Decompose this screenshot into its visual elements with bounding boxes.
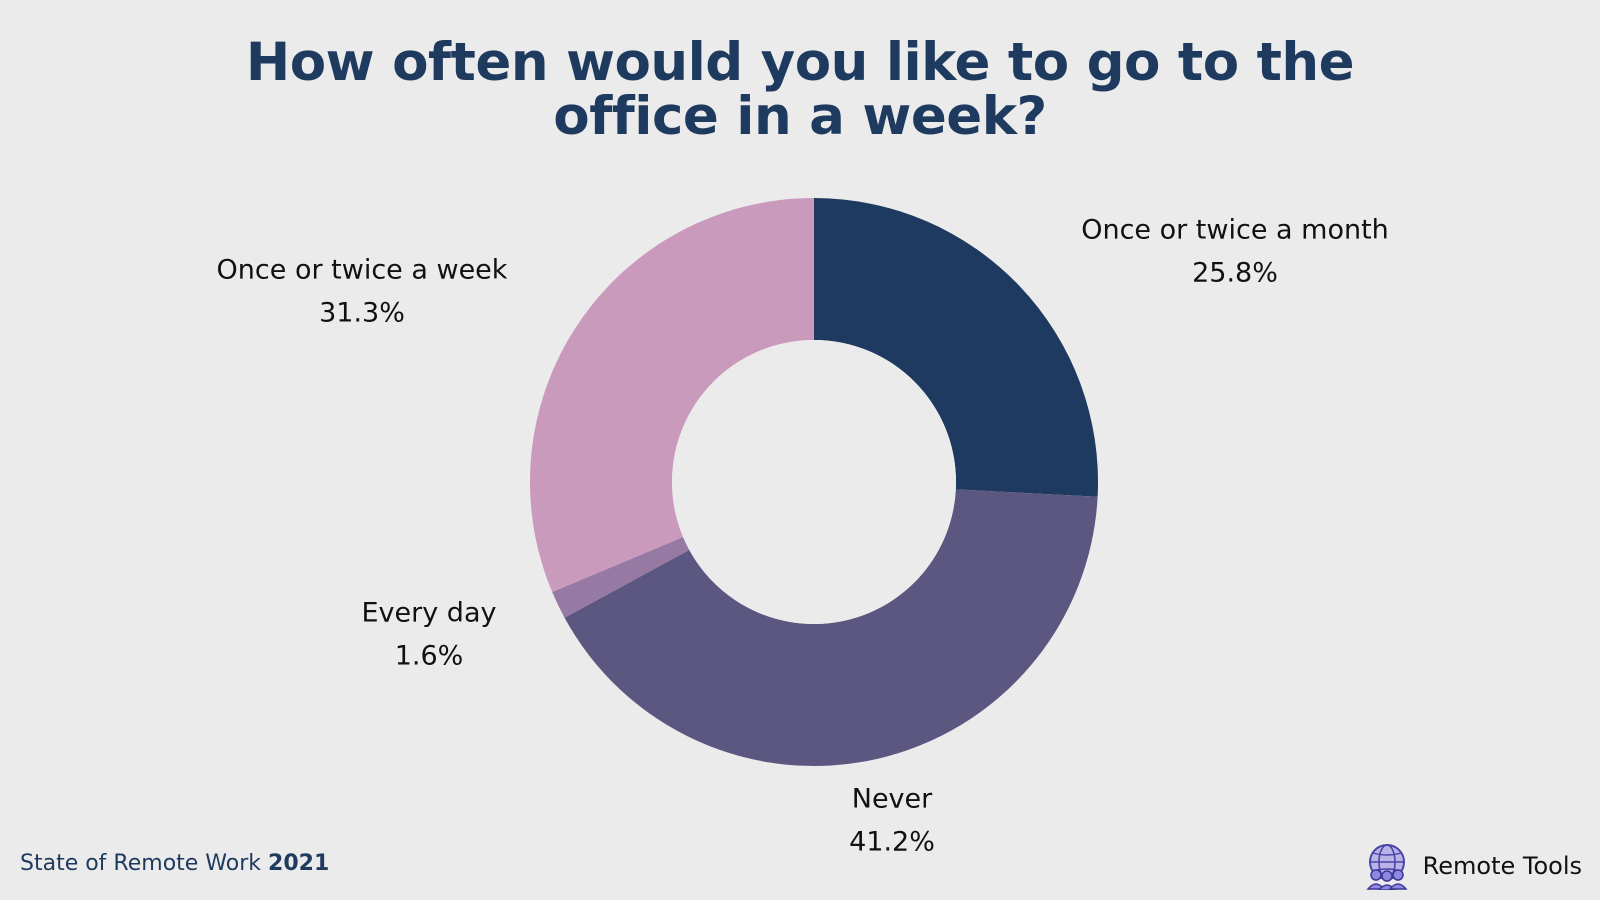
slice-label-once-or-twice-a-week: Once or twice a week <box>217 255 508 286</box>
slice-label-every-day: Every day <box>362 598 497 629</box>
source-footer: State of Remote Work 2021 <box>20 851 329 876</box>
donut-slice-never <box>564 489 1098 766</box>
slice-value-never: 41.2% <box>849 827 935 858</box>
chart-title: How often would you like to go to the of… <box>0 36 1600 144</box>
slice-label-once-or-twice-a-month: Once or twice a month <box>1081 215 1389 246</box>
slice-label-never: Never <box>852 784 933 815</box>
slice-value-once-or-twice-a-week: 31.3% <box>319 298 405 329</box>
donut-slice-once-or-twice-a-week <box>530 198 814 593</box>
donut-hole <box>672 340 956 624</box>
donut-slice-every-day <box>552 537 690 618</box>
slice-value-every-day: 1.6% <box>395 641 464 672</box>
donut-slice-once-or-twice-a-month <box>814 198 1099 497</box>
chart-title-line-1: How often would you like to go to the <box>245 32 1355 93</box>
brand-mark: Remote Tools <box>1363 842 1582 890</box>
brand-name: Remote Tools <box>1422 852 1582 880</box>
source-year: 2021 <box>268 851 330 876</box>
donut-slices <box>530 198 1099 766</box>
source-text: State of Remote Work <box>20 851 269 876</box>
chart-title-line-2: office in a week? <box>553 86 1047 147</box>
slice-value-once-or-twice-a-month: 25.8% <box>1192 258 1278 289</box>
globe-people-icon <box>1366 844 1408 890</box>
slice-labels: Once or twice a month 25.8% Never 41.2% Ever… <box>217 215 1389 858</box>
